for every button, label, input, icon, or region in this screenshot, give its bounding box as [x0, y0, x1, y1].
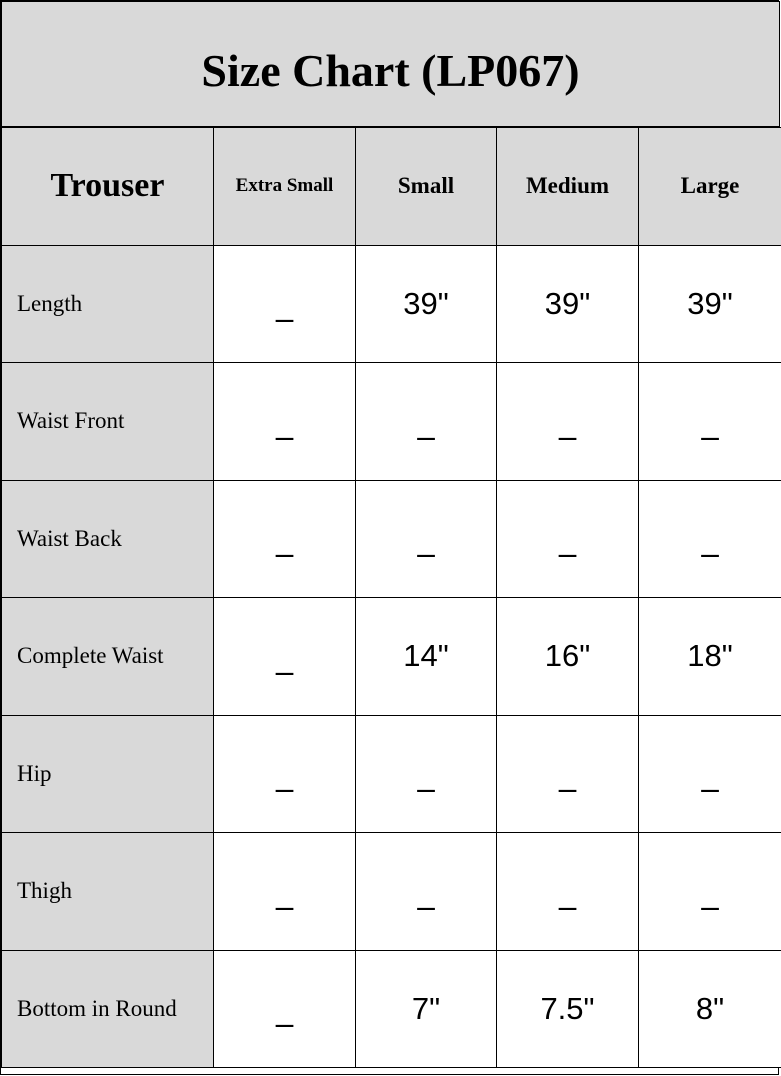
measurement-value: 39" [638, 244, 781, 363]
measurement-value: 14" [355, 597, 497, 716]
measurement-value: – [496, 832, 639, 951]
measurement-value: 8" [638, 949, 781, 1068]
value-text: 39" [403, 285, 449, 321]
chart-title: Size Chart (LP067) [1, 1, 780, 127]
table-row: Length – 39" 39" 39" [1, 244, 781, 363]
measurement-value: – [213, 597, 356, 716]
value-text: 14" [403, 638, 449, 674]
empty-value-dash: – [275, 770, 294, 807]
empty-value-dash: – [558, 535, 577, 572]
measurement-value: – [355, 832, 497, 951]
measurement-value: – [355, 479, 497, 598]
measurement-label: Hip [1, 714, 214, 833]
value-text: 18" [687, 638, 733, 674]
measurement-value: – [496, 479, 639, 598]
table-row: Waist Back – – – – [1, 479, 781, 598]
table-row: Bottom in Round – 7" 7.5" 8" [1, 949, 781, 1068]
empty-value-dash: – [275, 652, 294, 689]
empty-value-dash: – [701, 887, 719, 924]
empty-value-dash: – [417, 535, 435, 572]
header-row: Trouser Extra Small Small Medium Large [1, 127, 781, 246]
measurement-value: – [213, 479, 356, 598]
category-header: Trouser [1, 127, 214, 246]
size-table: Trouser Extra Small Small Medium Large Length… [1, 127, 781, 1068]
measurement-value: – [213, 832, 356, 951]
empty-value-dash: – [558, 770, 577, 807]
measurement-value: – [496, 362, 639, 481]
measurement-value: – [355, 714, 497, 833]
size-header: Medium [496, 127, 639, 246]
empty-value-dash: – [701, 770, 719, 807]
empty-value-dash: – [275, 535, 294, 572]
measurement-value: – [355, 362, 497, 481]
value-text: 39" [544, 285, 591, 321]
empty-value-dash: – [558, 417, 577, 454]
empty-value-dash: – [417, 417, 435, 454]
measurement-value: 18" [638, 597, 781, 716]
value-text: 16" [544, 638, 591, 674]
measurement-label: Complete Waist [1, 597, 214, 716]
measurement-value: – [213, 949, 356, 1068]
size-header: Small [355, 127, 497, 246]
measurement-value: – [213, 714, 356, 833]
empty-value-dash: – [275, 887, 294, 924]
measurement-value: – [496, 714, 639, 833]
empty-value-dash: – [275, 300, 294, 337]
measurement-label: Waist Back [1, 479, 214, 598]
measurement-value: – [638, 479, 781, 598]
measurement-value: – [638, 362, 781, 481]
empty-value-dash: – [275, 1005, 294, 1042]
value-text: 8" [695, 990, 725, 1026]
value-text: 7.5" [540, 990, 595, 1026]
measurement-value: 7.5" [496, 949, 639, 1068]
measurement-value: 39" [496, 244, 639, 363]
table-row: Waist Front – – – – [1, 362, 781, 481]
table-row: Complete Waist – 14" 16" 18" [1, 597, 781, 716]
empty-value-dash: – [417, 887, 435, 924]
measurement-label: Thigh [1, 832, 214, 951]
table-row: Thigh – – – – [1, 832, 781, 951]
measurement-value: – [213, 244, 356, 363]
measurement-label: Length [1, 244, 214, 363]
measurement-value: 16" [496, 597, 639, 716]
measurement-value: 7" [355, 949, 497, 1068]
empty-value-dash: – [558, 887, 577, 924]
measurement-label: Bottom in Round [1, 949, 214, 1068]
measurement-value: 39" [355, 244, 497, 363]
empty-value-dash: – [701, 417, 719, 454]
value-text: 7" [411, 990, 441, 1026]
measurement-value: – [638, 832, 781, 951]
table-row: Hip – – – – [1, 714, 781, 833]
size-header: Extra Small [213, 127, 356, 246]
measurement-label: Waist Front [1, 362, 214, 481]
size-header: Large [638, 127, 781, 246]
empty-value-dash: – [701, 535, 719, 572]
value-text: 39" [687, 285, 733, 321]
measurement-value: – [213, 362, 356, 481]
empty-value-dash: – [417, 770, 435, 807]
measurement-value: – [638, 714, 781, 833]
empty-value-dash: – [275, 417, 294, 454]
